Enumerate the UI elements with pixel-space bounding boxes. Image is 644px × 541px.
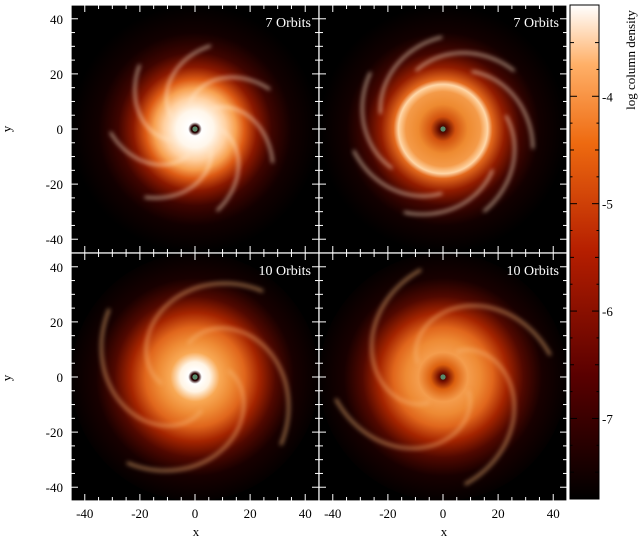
x-tick-label: 40 <box>299 506 312 521</box>
x-tick-label: 40 <box>547 506 560 521</box>
x-tick-label: 20 <box>244 506 257 521</box>
y-tick-label: 0 <box>57 122 64 137</box>
panel-ticks <box>71 253 319 501</box>
x-axis-label-right: x <box>441 524 448 539</box>
panel-1: 7 Orbits 40 20 0 -20 -40 <box>46 4 320 254</box>
colorbar-tick-label: -7 <box>602 411 613 426</box>
central-star-marker <box>192 126 198 132</box>
central-star-marker <box>192 374 198 380</box>
colorbar: -4 -5 -6 -7 log column density <box>569 4 638 500</box>
x-axis-label-left: x <box>193 524 200 539</box>
central-star-marker <box>440 126 446 132</box>
y-axis-label-top: y <box>0 125 14 132</box>
panel-label: 10 Orbits <box>259 264 312 279</box>
colorbar-label: log column density <box>623 10 638 110</box>
y-tick-label: -40 <box>46 232 63 247</box>
y-tick-label: 0 <box>57 370 64 385</box>
y-tick-label: 20 <box>50 315 63 330</box>
spiral-structure <box>334 268 552 486</box>
y-tick-label: -20 <box>46 425 63 440</box>
central-star-marker <box>440 374 446 380</box>
panel-ticks <box>319 253 567 501</box>
panel-3: 10 Orbits 40 20 0 -20 -40 -40 -20 0 20 40 <box>46 252 320 521</box>
colorbar-tick-label: -5 <box>602 197 613 212</box>
colorbar-tick-label: -6 <box>602 304 613 319</box>
x-tick-label: -40 <box>76 506 93 521</box>
colorbar-tick-label: -4 <box>602 89 613 104</box>
y-tick-label: 40 <box>50 260 63 275</box>
panel-ticks <box>319 5 567 253</box>
y-axis-label-bottom: y <box>0 374 14 381</box>
panel-label: 7 Orbits <box>266 16 312 31</box>
spiral-structure <box>352 36 534 216</box>
y-tick-label: -40 <box>46 480 63 495</box>
x-tick-label: -40 <box>324 506 341 521</box>
panel-4: 10 Orbits -40 -20 0 20 40 <box>318 252 568 521</box>
y-tick-label: 40 <box>50 12 63 27</box>
panel-label: 7 Orbits <box>514 16 560 31</box>
colorbar-gradient <box>569 4 600 500</box>
x-tick-label: 20 <box>492 506 505 521</box>
y-tick-label: 20 <box>50 67 63 82</box>
x-tick-label: 0 <box>440 506 447 521</box>
x-tick-label: -20 <box>379 506 396 521</box>
x-tick-label: 0 <box>192 506 199 521</box>
y-tick-label: -20 <box>46 177 63 192</box>
panel-ticks <box>71 5 319 253</box>
spiral-structure <box>109 44 274 212</box>
panel-2: 7 Orbits <box>318 4 568 254</box>
x-tick-label: -20 <box>131 506 148 521</box>
spiral-structure <box>99 281 291 473</box>
panel-label: 10 Orbits <box>507 264 560 279</box>
